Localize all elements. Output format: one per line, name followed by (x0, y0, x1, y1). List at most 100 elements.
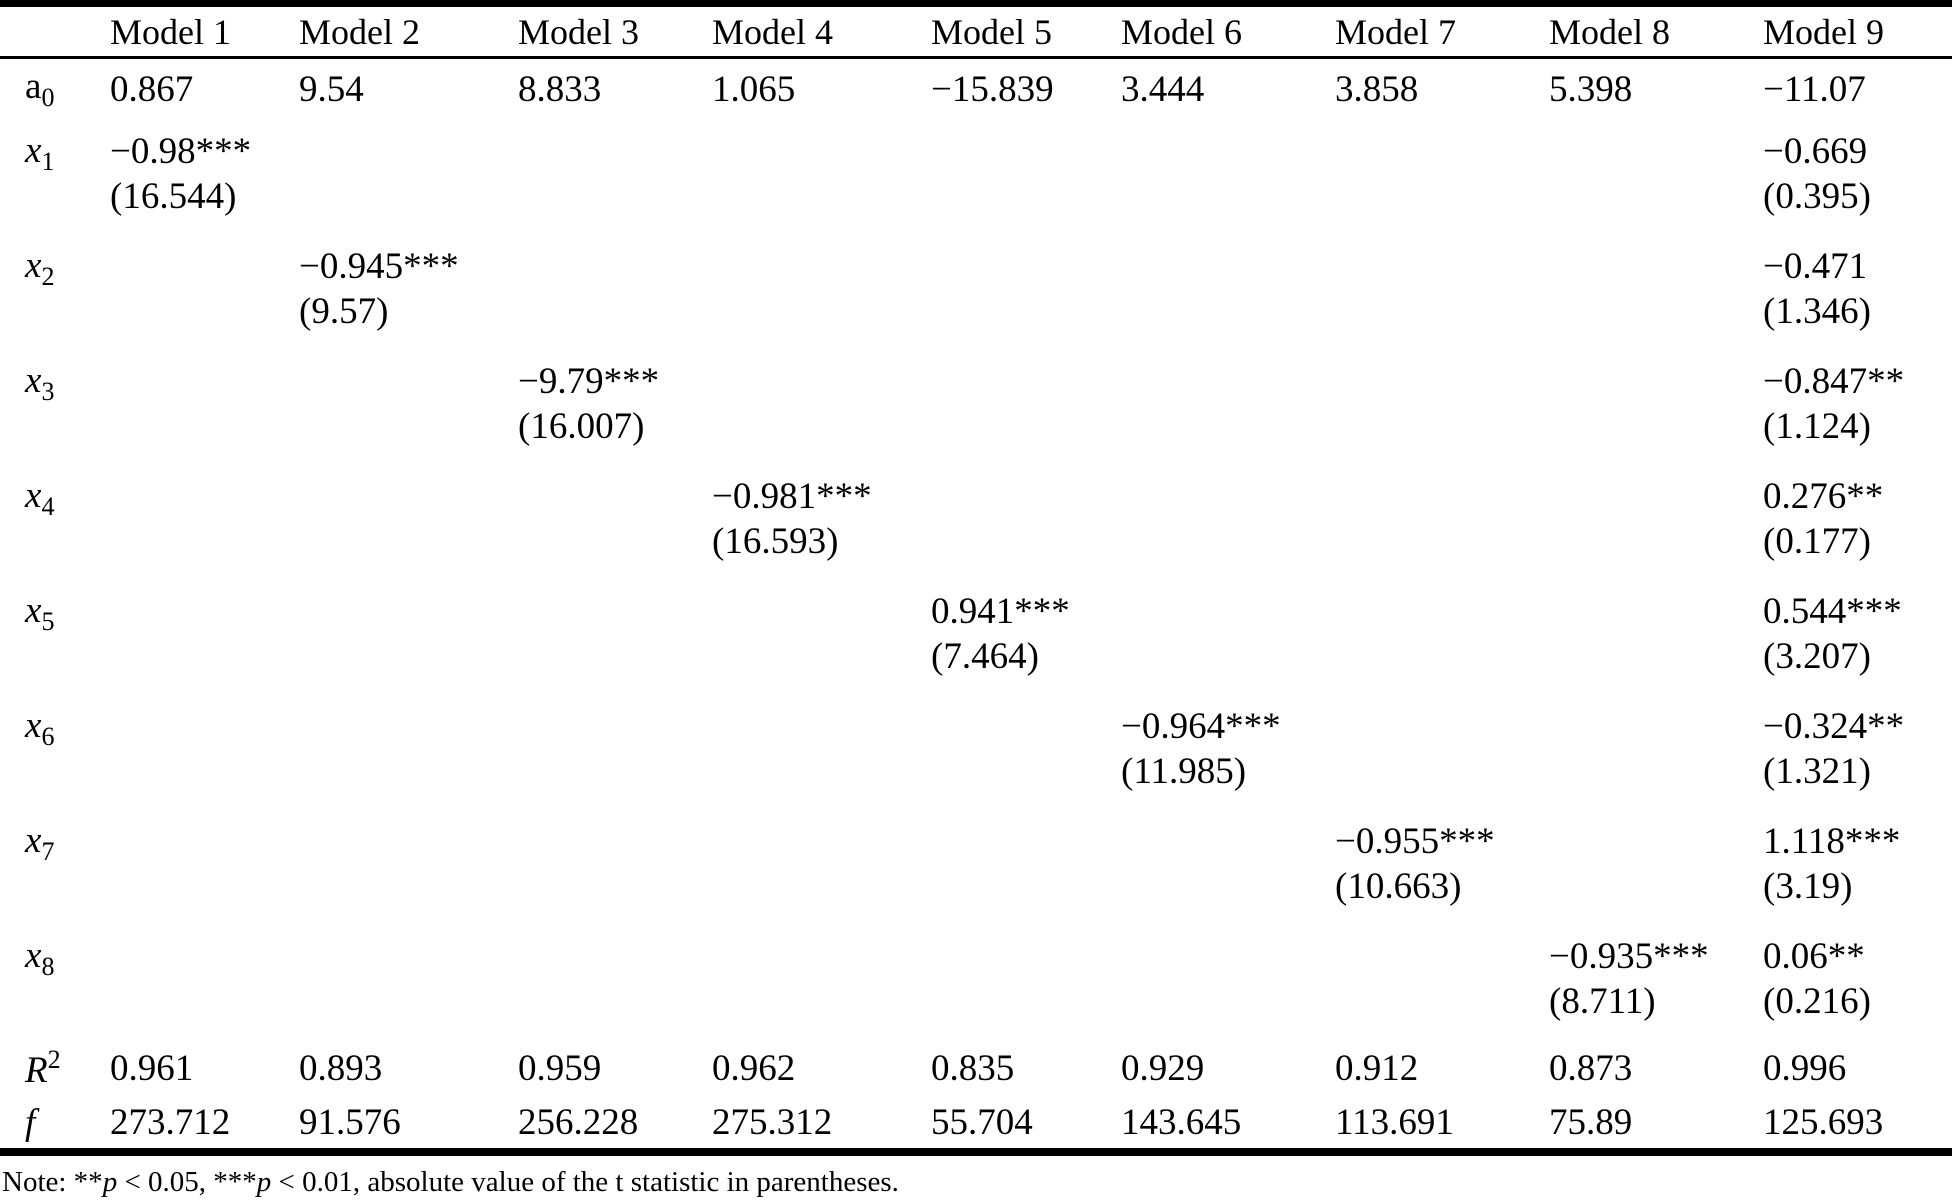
row-x3: x3 −9.79*** (16.007) −0.847** (1.124) (0, 350, 1952, 465)
cell-a0-model1: 0.867 (110, 68, 194, 110)
coefficient-value: −9.79*** (518, 360, 660, 402)
coefficient-value: −0.847** (1763, 360, 1905, 402)
row-label-x6: x6 (0, 695, 110, 810)
row-label-base: x (25, 589, 42, 631)
cell-a0-model6: 3.444 (1121, 68, 1205, 110)
cell-r2-model9: 0.996 (1763, 1048, 1847, 1089)
row-label-base: R (25, 1050, 48, 1091)
note-text: < 0.01, absolute value of the t statisti… (271, 1165, 899, 1198)
note-p-symbol: p (102, 1165, 118, 1198)
cell-r2-model2: 0.893 (299, 1048, 383, 1089)
cell-f-model6: 143.645 (1121, 1102, 1242, 1143)
column-header-model-2: Model 2 (299, 11, 420, 52)
t-statistic: (10.663) (1335, 865, 1462, 907)
column-header-model-3: Model 3 (518, 11, 639, 52)
cell-f-model5: 55.704 (931, 1102, 1033, 1143)
row-x2: x2 −0.945*** (9.57) −0.471 (1.346) (0, 235, 1952, 350)
header-row: Model 1 Model 2 Model 3 Model 4 Model 5 … (0, 4, 1952, 58)
cell-x6-model6: −0.964*** (11.985) (1121, 695, 1335, 810)
t-statistic: (1.321) (1763, 750, 1871, 792)
row-label-base: x (25, 819, 42, 861)
row-label-base: x (25, 244, 42, 286)
cell-a0-model7: 3.858 (1335, 68, 1419, 110)
row-label-x4: x4 (0, 465, 110, 580)
cell-x1-model1: −0.98*** (16.544) (110, 120, 299, 235)
cell-a0-model5: −15.839 (931, 68, 1054, 110)
cell-f-model8: 75.89 (1549, 1102, 1633, 1143)
row-label-base: x (25, 934, 42, 976)
t-statistic: (16.007) (518, 405, 645, 447)
row-label-base: x (25, 474, 42, 516)
row-label-subscript: 7 (41, 836, 55, 866)
row-label-base: x (25, 359, 42, 401)
cell-a0-model4: 1.065 (712, 68, 796, 110)
row-label-x5: x5 (0, 580, 110, 695)
row-label-f: f (0, 1098, 110, 1152)
cell-f-model3: 256.228 (518, 1102, 639, 1143)
row-label-r-squared: R2 (0, 1040, 110, 1098)
row-label-subscript: 4 (41, 491, 55, 521)
row-label-subscript: 5 (41, 606, 55, 636)
t-statistic: (3.207) (1763, 635, 1871, 677)
row-label-base: x (25, 704, 42, 746)
t-statistic: (3.19) (1763, 865, 1853, 907)
cell-a0-model2: 9.54 (299, 68, 364, 110)
coefficient-value: −0.981*** (712, 475, 872, 517)
row-x7: x7 −0.955*** (10.663) 1.118*** (3.19) (0, 810, 1952, 925)
note-text: Note: ** (2, 1165, 103, 1198)
coefficient-value: −0.324** (1763, 705, 1905, 747)
row-x1: x1 −0.98*** (16.544) −0.669 (0.395) (0, 120, 1952, 235)
coefficient-value: 0.06** (1763, 935, 1865, 977)
row-x8: x8 −0.935*** (8.711) 0.06** (0.216) (0, 925, 1952, 1040)
t-statistic: (16.544) (110, 175, 237, 217)
cell-x2-model2: −0.945*** (9.57) (299, 235, 518, 350)
note-text: < 0.05, *** (117, 1165, 257, 1198)
t-statistic: (16.593) (712, 520, 839, 562)
cell-f-model9: 125.693 (1763, 1102, 1884, 1143)
cell-x7-model7: −0.955*** (10.663) (1335, 810, 1549, 925)
t-statistic: (1.124) (1763, 405, 1871, 447)
cell-f-model2: 91.576 (299, 1102, 401, 1143)
cell-x5-model9: 0.544*** (3.207) (1763, 580, 1952, 695)
cell-r2-model7: 0.912 (1335, 1048, 1419, 1089)
row-label-subscript: 8 (41, 951, 55, 981)
t-statistic: (0.216) (1763, 980, 1871, 1022)
cell-f-model7: 113.691 (1335, 1102, 1454, 1143)
coefficient-value: −0.935*** (1549, 935, 1709, 977)
coefficient-value: 1.118*** (1763, 820, 1901, 862)
column-header-model-6: Model 6 (1121, 11, 1242, 52)
column-header-model-8: Model 8 (1549, 11, 1670, 52)
row-f-statistic: f 273.712 91.576 256.228 275.312 55.704 … (0, 1098, 1952, 1152)
row-label-x7: x7 (0, 810, 110, 925)
coefficient-value: −0.964*** (1121, 705, 1281, 747)
cell-a0-model9: −11.07 (1763, 68, 1866, 110)
cell-x3-model9: −0.847** (1.124) (1763, 350, 1952, 465)
column-header-model-5: Model 5 (931, 11, 1052, 52)
coefficient-value: −0.98*** (110, 130, 252, 172)
cell-x1-model9: −0.669 (0.395) (1763, 120, 1952, 235)
coefficient-value: 0.544*** (1763, 590, 1902, 632)
row-label-subscript: 0 (41, 83, 55, 113)
row-label-base: a (25, 66, 42, 108)
row-label-x3: x3 (0, 350, 110, 465)
row-label-x8: x8 (0, 925, 110, 1040)
coefficient-value: 0.941*** (931, 590, 1070, 632)
cell-x8-model9: 0.06** (0.216) (1763, 925, 1952, 1040)
cell-r2-model6: 0.929 (1121, 1048, 1205, 1089)
coefficient-value: −0.955*** (1335, 820, 1495, 862)
cell-f-model1: 273.712 (110, 1102, 231, 1143)
coefficient-value: 0.276** (1763, 475, 1884, 517)
cell-r2-model8: 0.873 (1549, 1048, 1633, 1089)
cell-x7-model9: 1.118*** (3.19) (1763, 810, 1952, 925)
cell-r2-model3: 0.959 (518, 1048, 602, 1089)
t-statistic: (1.346) (1763, 290, 1871, 332)
row-label-subscript: 1 (41, 146, 55, 176)
t-statistic: (8.711) (1549, 980, 1656, 1022)
note-p-symbol: p (256, 1165, 272, 1198)
column-header-model-4: Model 4 (712, 11, 833, 52)
coefficient-value: −0.471 (1763, 245, 1868, 287)
row-label-x1: x1 (0, 120, 110, 235)
cell-r2-model4: 0.962 (712, 1048, 796, 1089)
cell-r2-model5: 0.835 (931, 1048, 1015, 1089)
cell-x4-model9: 0.276** (0.177) (1763, 465, 1952, 580)
